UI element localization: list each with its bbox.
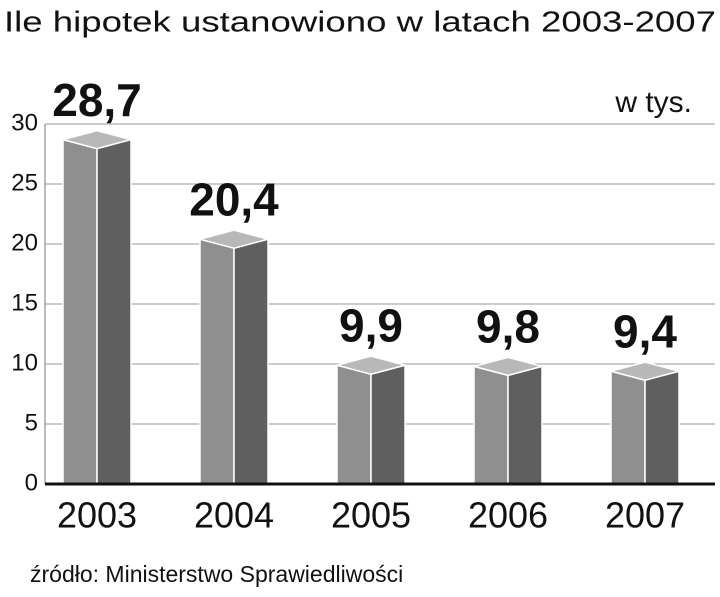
value-label: 20,4: [189, 173, 279, 225]
bar-side: [644, 370, 680, 485]
bar-side: [370, 364, 406, 485]
bar-front: [199, 238, 235, 485]
bar-side: [233, 238, 269, 485]
unit-label: w tys.: [614, 86, 692, 119]
bar-top: [197, 229, 271, 249]
x-tick-label: 2005: [331, 495, 411, 536]
x-tick-label: 2004: [194, 495, 274, 536]
y-tick-label: 15: [11, 289, 38, 316]
bar-top: [60, 129, 134, 150]
value-label: 9,4: [613, 305, 677, 357]
bar-side: [507, 365, 543, 485]
value-label: 9,9: [339, 299, 403, 351]
bar-side: [96, 138, 132, 485]
y-tick-label: 5: [25, 409, 38, 436]
x-tick-label: 2003: [57, 495, 137, 536]
bar-front: [610, 370, 646, 485]
bar-top: [334, 355, 408, 375]
y-tick-label: 10: [11, 349, 38, 376]
bar-front: [336, 364, 372, 485]
y-tick-label: 30: [11, 109, 38, 136]
chart-title: Ile hipotek ustanowiono w latach 2003-20…: [4, 7, 716, 39]
value-label: 9,8: [476, 301, 540, 353]
bar-front: [473, 365, 509, 485]
y-tick-label: 20: [11, 229, 38, 256]
x-tick-label: 2006: [468, 495, 548, 536]
bar-front: [62, 138, 98, 485]
y-tick-label: 0: [25, 469, 38, 496]
bar-top: [608, 361, 682, 381]
source: źródło: Ministerstwo Sprawiedliwości: [30, 561, 403, 587]
bar-top: [471, 356, 545, 377]
y-tick-label: 25: [11, 169, 38, 196]
value-label: 28,7: [52, 74, 142, 126]
x-tick-label: 2007: [605, 495, 685, 536]
